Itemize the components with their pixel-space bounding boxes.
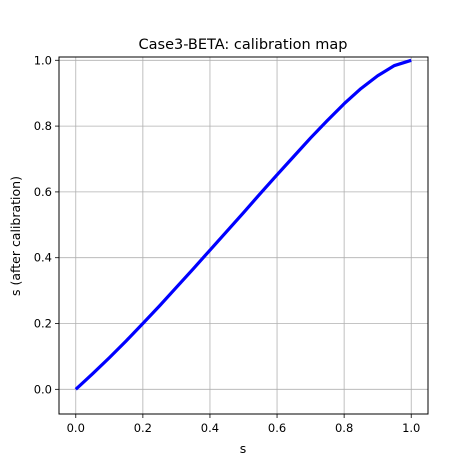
series-layer bbox=[74, 58, 412, 391]
x-tick-label: 0.4 bbox=[201, 421, 219, 435]
x-tick-label: 0.8 bbox=[335, 421, 353, 435]
chart-title: Case3-BETA: calibration map bbox=[139, 37, 348, 53]
plot-area bbox=[59, 57, 428, 414]
x-tick-label: 0.2 bbox=[134, 421, 152, 435]
series-line bbox=[74, 58, 412, 391]
plot-frame bbox=[58, 56, 429, 415]
x-axis-label: s bbox=[240, 441, 247, 456]
x-tick-label: 0.0 bbox=[67, 421, 85, 435]
y-tick-label: 0.4 bbox=[34, 251, 52, 265]
x-tick-label: 1.0 bbox=[402, 421, 420, 435]
y-tick-label: 0.0 bbox=[34, 382, 52, 396]
x-axis-ticks: 0.0 0.2 0.4 0.6 0.8 1.0 bbox=[67, 414, 420, 435]
x-tick-label: 0.6 bbox=[268, 421, 286, 435]
y-tick-label: 0.6 bbox=[34, 185, 52, 199]
y-axis-ticks: 0.0 0.2 0.4 0.6 0.8 1.0 bbox=[34, 53, 59, 396]
grid bbox=[59, 57, 428, 414]
y-tick-label: 0.2 bbox=[34, 317, 52, 331]
y-tick-label: 0.8 bbox=[34, 119, 52, 133]
y-axis-label: s (after calibration) bbox=[8, 176, 23, 296]
y-tick-label: 1.0 bbox=[34, 53, 52, 67]
